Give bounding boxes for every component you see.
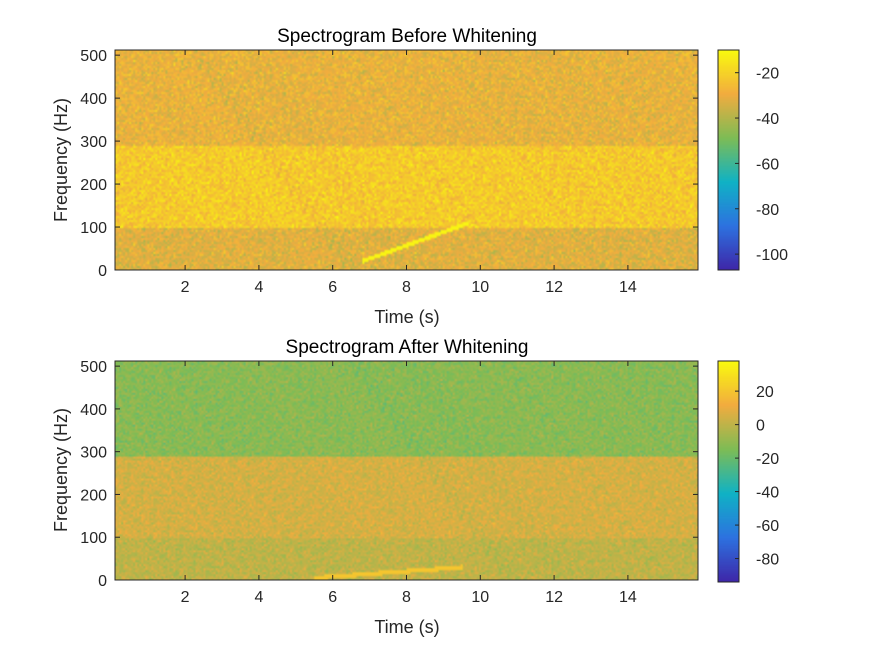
y-tick-label: 400 [80, 402, 107, 419]
colorbar-tick-label: -60 [756, 156, 779, 173]
x-tick-label: 8 [402, 279, 411, 296]
y-tick-label: 0 [98, 263, 107, 280]
colorbar-tick-label: -40 [756, 485, 779, 502]
y-tick-label: 100 [80, 530, 107, 547]
x-tick-label: 12 [545, 589, 563, 606]
colorbar-tick-label: -100 [756, 247, 788, 264]
colorbar-frame-before [717, 49, 740, 271]
colorbar-ticks-after: 20 0 -20 -40 -60 -80 [735, 384, 779, 569]
colorbar-tick-label: -80 [756, 552, 779, 569]
colorbar-tick-label: -40 [756, 111, 779, 128]
x-ticks-after: 2 4 6 8 10 12 14 [181, 361, 637, 606]
chart-title-after: Spectrogram After Whitening [286, 337, 529, 358]
y-axis-label-before: Frequency (Hz) [51, 98, 71, 222]
x-tick-label: 6 [328, 279, 337, 296]
colorbar-tick-label: -20 [756, 66, 779, 83]
x-tick-label: 2 [181, 279, 190, 296]
x-tick-label: 14 [619, 279, 637, 296]
spectrogram-heatmap-before [115, 50, 698, 270]
y-tick-label: 500 [80, 48, 107, 65]
colorbar-ticks-before: -20 -40 -60 -80 -100 [735, 66, 788, 264]
x-axis-label-after: Time (s) [374, 617, 439, 637]
y-tick-label: 0 [98, 573, 107, 590]
y-ticks-after: 0 100 200 300 400 500 [80, 359, 698, 590]
x-tick-label: 2 [181, 589, 190, 606]
colorbar-tick-label: -80 [756, 202, 779, 219]
y-tick-label: 500 [80, 359, 107, 376]
colorbar-tick-label: -60 [756, 518, 779, 535]
colorbar-frame-after [717, 360, 740, 583]
colorbar-tick-label: -20 [756, 451, 779, 468]
spectrogram-heatmap-after [115, 361, 698, 580]
colorbar-tick-label: 20 [756, 384, 774, 401]
panel-before-whitening: Spectrogram Before Whitening 2 4 6 8 10 12 14 … [51, 26, 788, 327]
colorbar-tick-label: 0 [756, 418, 765, 435]
y-tick-label: 400 [80, 91, 107, 108]
x-tick-label: 8 [402, 589, 411, 606]
y-tick-label: 300 [80, 134, 107, 151]
colorbar-before [718, 50, 739, 270]
y-axis-label-after: Frequency (Hz) [51, 408, 71, 532]
chart-title-before: Spectrogram Before Whitening [277, 26, 537, 47]
x-tick-label: 4 [254, 589, 263, 606]
x-tick-label: 14 [619, 589, 637, 606]
y-tick-label: 200 [80, 487, 107, 504]
x-tick-label: 10 [471, 279, 489, 296]
x-tick-label: 12 [545, 279, 563, 296]
x-axis-label-before: Time (s) [374, 307, 439, 327]
y-tick-label: 300 [80, 445, 107, 462]
x-tick-label: 6 [328, 589, 337, 606]
x-ticks-before: 2 4 6 8 10 12 14 [181, 50, 637, 296]
x-tick-label: 10 [471, 589, 489, 606]
y-tick-label: 200 [80, 177, 107, 194]
colorbar-after [718, 361, 739, 582]
x-tick-label: 4 [254, 279, 263, 296]
y-tick-label: 100 [80, 220, 107, 237]
y-ticks-before: 0 100 200 300 400 500 [80, 48, 698, 280]
panel-after-whitening: Spectrogram After Whitening 2 4 6 8 10 12 14 0… [51, 337, 779, 637]
